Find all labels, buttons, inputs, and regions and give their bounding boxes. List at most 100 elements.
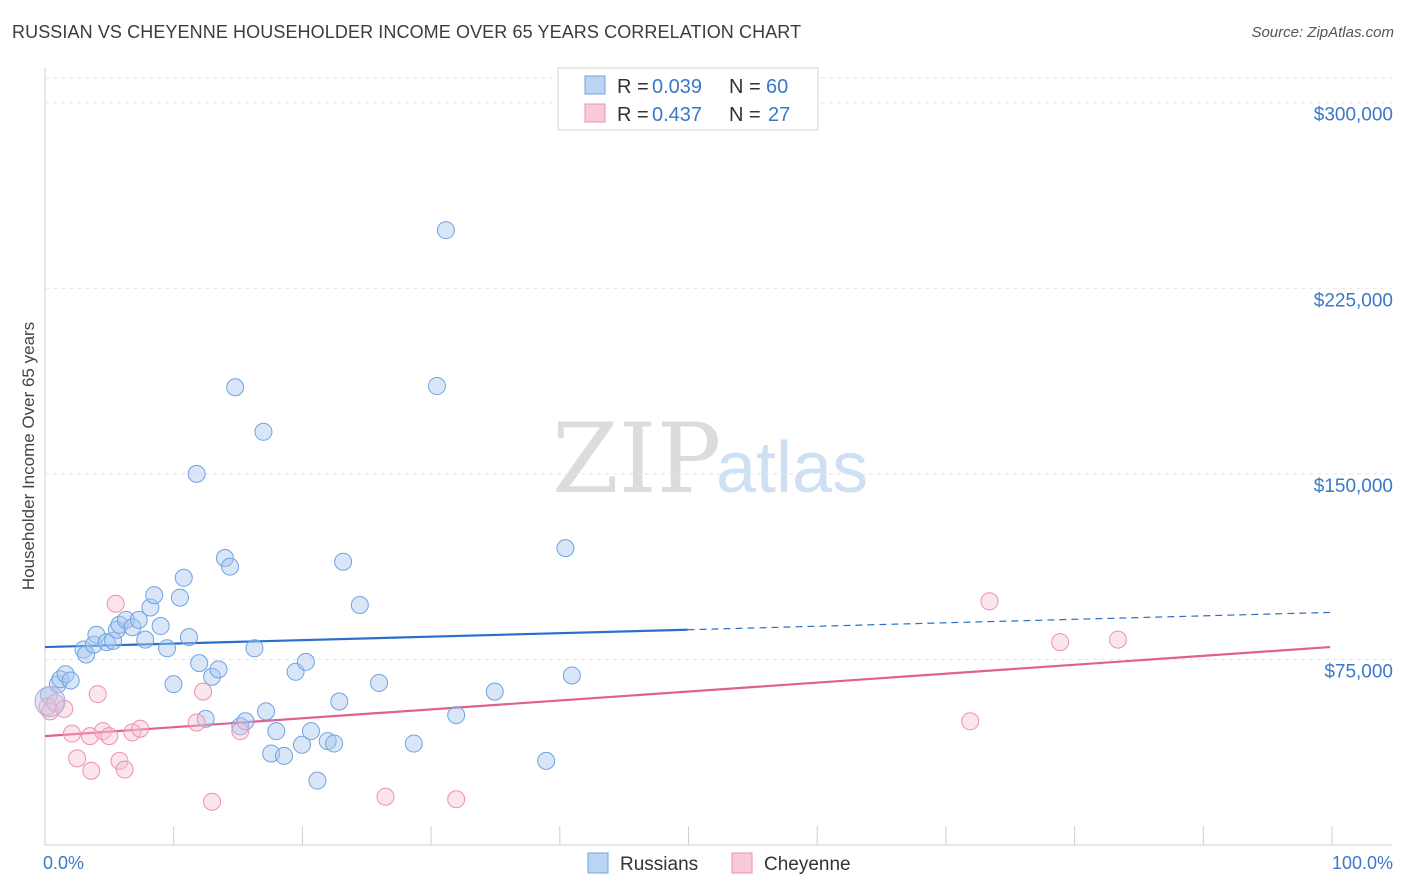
- russians-point: [562, 666, 581, 685]
- cheyenne-point: [115, 760, 134, 779]
- y-tick-label: $300,000: [1314, 105, 1393, 126]
- cheyenne-point: [203, 792, 222, 811]
- russians-point: [203, 667, 222, 686]
- legend-russians-n-value: 60: [766, 76, 788, 98]
- cluster-point: [34, 685, 66, 717]
- russians-point: [447, 706, 466, 725]
- russians-point: [179, 628, 198, 647]
- russians-point: [104, 631, 123, 650]
- cheyenne-point: [376, 787, 395, 806]
- legend-cheyenne-n-label: N =: [729, 104, 761, 126]
- russians-point: [123, 618, 142, 637]
- russians-point: [308, 771, 327, 790]
- russians-point: [116, 610, 135, 629]
- x-tick-label-start: 0.0%: [43, 853, 84, 873]
- russians-point: [226, 378, 245, 397]
- legend-russians-swatch: [584, 75, 606, 95]
- cheyenne-point: [131, 719, 150, 738]
- cheyenne-point: [62, 724, 81, 743]
- cheyenne-trend-line: [44, 645, 1331, 738]
- russians-point: [485, 682, 504, 701]
- russians-point: [107, 620, 126, 639]
- russians-point: [404, 734, 423, 753]
- cheyenne-point: [100, 727, 119, 746]
- russians-point: [275, 746, 294, 765]
- bottom-legend: Russians Cheyenne: [587, 852, 851, 875]
- cheyenne-point: [88, 685, 107, 704]
- russians-point: [136, 630, 155, 649]
- russians-point: [293, 735, 311, 754]
- y-tick-label: $150,000: [1314, 476, 1393, 497]
- russians-point: [196, 709, 215, 728]
- russians-point: [170, 588, 189, 607]
- russians-point: [370, 673, 389, 692]
- russians-point: [74, 640, 93, 659]
- legend-russians-r-value: 0.039: [652, 76, 702, 98]
- russians-point: [254, 422, 273, 441]
- legend-cheyenne-swatch: [584, 103, 606, 123]
- russians-point: [537, 751, 556, 770]
- russians-point: [174, 568, 193, 587]
- russians-point: [296, 652, 315, 671]
- russians-point: [164, 675, 183, 694]
- russians-point: [301, 722, 320, 741]
- russians-point: [61, 671, 80, 690]
- bottom-legend-cheyenne-label: Cheyenne: [764, 854, 851, 875]
- source-label: Source: ZipAtlas.com: [1251, 24, 1394, 41]
- cheyenne-point: [46, 693, 65, 712]
- grid-lines: [45, 77, 1392, 660]
- russians-point: [221, 557, 240, 576]
- russians-point: [267, 722, 286, 741]
- russians-point: [145, 586, 164, 605]
- y-axis-label: Householder Income Over 65 years: [19, 322, 38, 590]
- russians-point: [245, 639, 264, 658]
- russians-point: [325, 734, 344, 753]
- russians-point: [151, 617, 170, 636]
- x-tick-label-end: 100.0%: [1332, 853, 1393, 873]
- russians-point: [87, 625, 106, 644]
- legend-russians-n-label: N =: [729, 76, 761, 98]
- russians-point: [97, 633, 116, 652]
- russians-point: [427, 377, 446, 396]
- russians-point: [158, 639, 177, 658]
- russians-point: [190, 654, 209, 673]
- bottom-legend-russians-swatch: [587, 852, 609, 874]
- russians-point: [209, 660, 228, 679]
- legend-cheyenne-r-label: R =: [617, 104, 649, 126]
- russians-point: [257, 702, 276, 721]
- bottom-legend-cheyenne-swatch: [731, 852, 753, 874]
- watermark-zip: ZIP: [552, 403, 721, 515]
- russians-point: [215, 548, 234, 567]
- russians-point: [350, 596, 369, 615]
- cheyenne-point: [447, 790, 466, 809]
- russians-trend-line-extension: [687, 611, 1331, 631]
- legend-cheyenne-n-value: 27: [768, 104, 790, 126]
- y-tick-label: $75,000: [1324, 661, 1393, 682]
- cheyenne-point: [980, 592, 999, 611]
- russians-point: [330, 692, 349, 711]
- y-tick-label: $225,000: [1314, 290, 1393, 311]
- cheyenne-point: [106, 594, 125, 613]
- x-tick-marks: [44, 826, 1333, 845]
- cheyenne-point: [194, 682, 213, 701]
- cheyenne-point: [1051, 633, 1070, 652]
- cheyenne-point: [187, 713, 206, 732]
- russians-point: [231, 717, 250, 736]
- russians-point: [187, 464, 206, 483]
- cheyenne-point: [231, 722, 250, 741]
- legend-box: R = 0.039 N = 60 R = 0.437 N = 27: [557, 67, 819, 131]
- cheyenne-point: [1108, 630, 1127, 649]
- cheyenne-point: [82, 761, 101, 780]
- chart-title: RUSSIAN VS CHEYENNE HOUSEHOLDER INCOME O…: [12, 22, 802, 42]
- russians-point: [77, 645, 96, 664]
- data-points: [34, 221, 1127, 811]
- russians-point: [556, 539, 575, 558]
- russians-point: [129, 610, 148, 629]
- cheyenne-point: [110, 751, 129, 770]
- y-tick-labels: $75,000 $150,000 $225,000 $300,000: [1314, 105, 1393, 683]
- cheyenne-point: [68, 749, 87, 768]
- legend-cheyenne-r-value: 0.437: [652, 104, 702, 126]
- russians-point: [334, 552, 353, 571]
- russians-point: [236, 712, 255, 731]
